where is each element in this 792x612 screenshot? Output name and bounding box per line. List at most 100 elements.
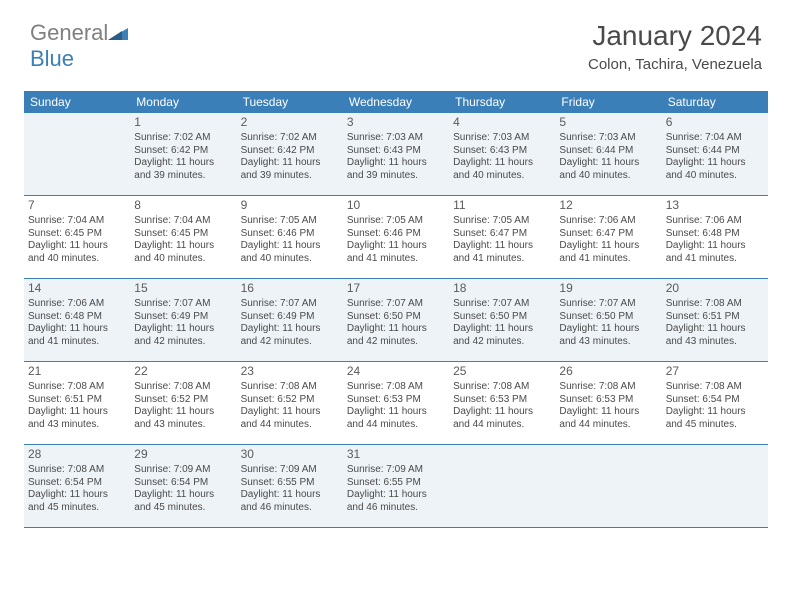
- sunset-line: Sunset: 6:47 PM: [559, 228, 657, 241]
- daylight-line: Daylight: 11 hours and 45 minutes.: [134, 489, 232, 514]
- weekday-header-row: SundayMondayTuesdayWednesdayThursdayFrid…: [24, 91, 768, 113]
- sunrise-line: Sunrise: 7:04 AM: [134, 215, 232, 228]
- day-number: 31: [347, 447, 445, 462]
- brand-logo: GeneralBlue: [30, 20, 128, 72]
- day-cell: 26Sunrise: 7:08 AMSunset: 6:53 PMDayligh…: [555, 362, 661, 444]
- sunset-line: Sunset: 6:42 PM: [134, 145, 232, 158]
- sunrise-line: Sunrise: 7:07 AM: [453, 298, 551, 311]
- sunset-line: Sunset: 6:49 PM: [241, 311, 339, 324]
- daylight-line: Daylight: 11 hours and 43 minutes.: [28, 406, 126, 431]
- day-cell: [555, 445, 661, 527]
- sunset-line: Sunset: 6:53 PM: [559, 394, 657, 407]
- weekday-header: Saturday: [662, 91, 768, 113]
- day-number: 22: [134, 364, 232, 379]
- daylight-line: Daylight: 11 hours and 46 minutes.: [241, 489, 339, 514]
- sunrise-line: Sunrise: 7:07 AM: [134, 298, 232, 311]
- day-number: 21: [28, 364, 126, 379]
- daylight-line: Daylight: 11 hours and 41 minutes.: [347, 240, 445, 265]
- sunrise-line: Sunrise: 7:08 AM: [666, 298, 764, 311]
- sunrise-line: Sunrise: 7:08 AM: [134, 381, 232, 394]
- weekday-header: Wednesday: [343, 91, 449, 113]
- day-number: 12: [559, 198, 657, 213]
- daylight-line: Daylight: 11 hours and 41 minutes.: [28, 323, 126, 348]
- daylight-line: Daylight: 11 hours and 43 minutes.: [559, 323, 657, 348]
- day-number: 7: [28, 198, 126, 213]
- day-number: 15: [134, 281, 232, 296]
- day-number: 1: [134, 115, 232, 130]
- day-cell: 6Sunrise: 7:04 AMSunset: 6:44 PMDaylight…: [662, 113, 768, 195]
- day-number: 20: [666, 281, 764, 296]
- page-header: GeneralBlue January 2024 Colon, Tachira,…: [0, 0, 792, 81]
- day-number: 5: [559, 115, 657, 130]
- sunset-line: Sunset: 6:54 PM: [134, 477, 232, 490]
- day-cell: 31Sunrise: 7:09 AMSunset: 6:55 PMDayligh…: [343, 445, 449, 527]
- weeks-container: 1Sunrise: 7:02 AMSunset: 6:42 PMDaylight…: [24, 113, 768, 528]
- brand-part2: Blue: [30, 46, 74, 71]
- day-number: 11: [453, 198, 551, 213]
- day-number: 24: [347, 364, 445, 379]
- calendar-grid: SundayMondayTuesdayWednesdayThursdayFrid…: [24, 91, 768, 528]
- day-number: 3: [347, 115, 445, 130]
- sunset-line: Sunset: 6:50 PM: [453, 311, 551, 324]
- day-number: 9: [241, 198, 339, 213]
- sunrise-line: Sunrise: 7:05 AM: [347, 215, 445, 228]
- sunset-line: Sunset: 6:47 PM: [453, 228, 551, 241]
- sunset-line: Sunset: 6:43 PM: [453, 145, 551, 158]
- day-cell: 17Sunrise: 7:07 AMSunset: 6:50 PMDayligh…: [343, 279, 449, 361]
- day-cell: 7Sunrise: 7:04 AMSunset: 6:45 PMDaylight…: [24, 196, 130, 278]
- sunset-line: Sunset: 6:50 PM: [559, 311, 657, 324]
- sunset-line: Sunset: 6:45 PM: [28, 228, 126, 241]
- daylight-line: Daylight: 11 hours and 40 minutes.: [134, 240, 232, 265]
- sunrise-line: Sunrise: 7:06 AM: [559, 215, 657, 228]
- sunrise-line: Sunrise: 7:02 AM: [134, 132, 232, 145]
- day-cell: 30Sunrise: 7:09 AMSunset: 6:55 PMDayligh…: [237, 445, 343, 527]
- daylight-line: Daylight: 11 hours and 39 minutes.: [347, 157, 445, 182]
- weekday-header: Sunday: [24, 91, 130, 113]
- day-number: 4: [453, 115, 551, 130]
- day-cell: 14Sunrise: 7:06 AMSunset: 6:48 PMDayligh…: [24, 279, 130, 361]
- sunrise-line: Sunrise: 7:08 AM: [28, 381, 126, 394]
- day-cell: 2Sunrise: 7:02 AMSunset: 6:42 PMDaylight…: [237, 113, 343, 195]
- day-number: 29: [134, 447, 232, 462]
- daylight-line: Daylight: 11 hours and 44 minutes.: [241, 406, 339, 431]
- day-number: 17: [347, 281, 445, 296]
- daylight-line: Daylight: 11 hours and 42 minutes.: [347, 323, 445, 348]
- sunset-line: Sunset: 6:52 PM: [134, 394, 232, 407]
- week-row: 1Sunrise: 7:02 AMSunset: 6:42 PMDaylight…: [24, 113, 768, 196]
- day-number: 26: [559, 364, 657, 379]
- day-cell: [24, 113, 130, 195]
- sunrise-line: Sunrise: 7:03 AM: [347, 132, 445, 145]
- sunset-line: Sunset: 6:51 PM: [28, 394, 126, 407]
- sunrise-line: Sunrise: 7:08 AM: [666, 381, 764, 394]
- day-cell: 22Sunrise: 7:08 AMSunset: 6:52 PMDayligh…: [130, 362, 236, 444]
- sunset-line: Sunset: 6:44 PM: [666, 145, 764, 158]
- day-number: 14: [28, 281, 126, 296]
- day-number: 25: [453, 364, 551, 379]
- daylight-line: Daylight: 11 hours and 45 minutes.: [666, 406, 764, 431]
- sunset-line: Sunset: 6:42 PM: [241, 145, 339, 158]
- sunrise-line: Sunrise: 7:04 AM: [28, 215, 126, 228]
- sunset-line: Sunset: 6:53 PM: [453, 394, 551, 407]
- day-cell: [662, 445, 768, 527]
- sunrise-line: Sunrise: 7:07 AM: [241, 298, 339, 311]
- week-row: 14Sunrise: 7:06 AMSunset: 6:48 PMDayligh…: [24, 279, 768, 362]
- day-cell: [449, 445, 555, 527]
- day-cell: 28Sunrise: 7:08 AMSunset: 6:54 PMDayligh…: [24, 445, 130, 527]
- day-cell: 4Sunrise: 7:03 AMSunset: 6:43 PMDaylight…: [449, 113, 555, 195]
- sunrise-line: Sunrise: 7:09 AM: [134, 464, 232, 477]
- sunset-line: Sunset: 6:46 PM: [347, 228, 445, 241]
- sunset-line: Sunset: 6:45 PM: [134, 228, 232, 241]
- sunrise-line: Sunrise: 7:08 AM: [559, 381, 657, 394]
- brand-text: GeneralBlue: [30, 20, 128, 72]
- week-row: 21Sunrise: 7:08 AMSunset: 6:51 PMDayligh…: [24, 362, 768, 445]
- day-number: 28: [28, 447, 126, 462]
- sunrise-line: Sunrise: 7:08 AM: [347, 381, 445, 394]
- daylight-line: Daylight: 11 hours and 41 minutes.: [453, 240, 551, 265]
- daylight-line: Daylight: 11 hours and 42 minutes.: [453, 323, 551, 348]
- sunrise-line: Sunrise: 7:06 AM: [666, 215, 764, 228]
- sunset-line: Sunset: 6:55 PM: [241, 477, 339, 490]
- sunrise-line: Sunrise: 7:03 AM: [453, 132, 551, 145]
- daylight-line: Daylight: 11 hours and 41 minutes.: [666, 240, 764, 265]
- sunset-line: Sunset: 6:52 PM: [241, 394, 339, 407]
- sunset-line: Sunset: 6:54 PM: [666, 394, 764, 407]
